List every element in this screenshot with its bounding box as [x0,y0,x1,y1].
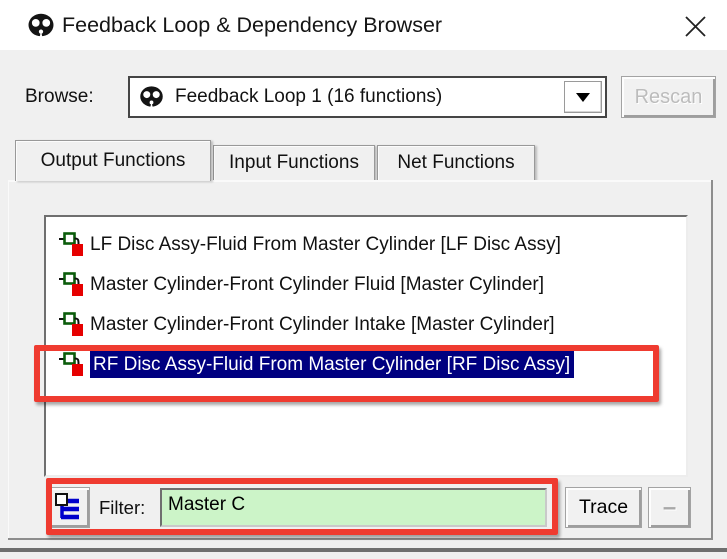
feedback-loop-knot-icon [140,86,163,107]
tab-net-functions[interactable]: Net Functions [377,145,535,181]
browse-label: Browse: [25,86,94,107]
chevron-down-icon [576,93,590,109]
combobox-dropdown-button[interactable] [564,81,602,113]
hierarchy-view-button[interactable] [48,487,90,528]
close-icon [684,15,706,37]
list-item-label: LF Disc Assy-Fluid From Master Cylinder … [90,234,561,255]
list-item-label: Master Cylinder-Front Cylinder Fluid [Ma… [90,274,545,295]
list-item-selected[interactable]: RF Disc Assy-Fluid From Master Cylinder … [46,345,686,385]
tab-output-functions[interactable]: Output Functions [15,140,211,181]
filter-label: Filter: [99,497,146,518]
combobox-selected-value: Feedback Loop 1 (16 functions) [175,86,443,107]
list-item[interactable]: LF Disc Assy-Fluid From Master Cylinder … [46,225,686,265]
title-bar: Feedback Loop & Dependency Browser [0,0,727,50]
function-listbox[interactable]: LF Disc Assy-Fluid From Master Cylinder … [44,215,688,477]
output-function-pin-icon [59,352,83,376]
hierarchy-tree-icon [55,492,79,519]
list-item[interactable]: Master Cylinder-Front Cylinder Fluid [Ma… [46,265,686,305]
tab-input-functions[interactable]: Input Functions [213,145,375,181]
window-bottom-border [0,548,727,552]
list-item[interactable]: Master Cylinder-Front Cylinder Intake [M… [46,305,686,345]
rescan-button[interactable]: Rescan [621,76,716,118]
dash-icon: – [662,493,677,521]
collapse-button[interactable]: – [648,487,691,528]
output-function-pin-icon [59,232,83,256]
feedback-loop-knot-icon [28,13,54,37]
list-item-label: RF Disc Assy-Fluid From Master Cylinder … [90,351,575,378]
list-item-label: Master Cylinder-Front Cylinder Intake [M… [90,314,555,335]
output-function-pin-icon [59,272,83,296]
window-title: Feedback Loop & Dependency Browser [62,13,443,37]
loop-combobox[interactable]: Feedback Loop 1 (16 functions) [128,76,607,118]
output-function-pin-icon [59,312,83,336]
close-button[interactable] [678,9,712,43]
filter-input[interactable] [160,488,547,527]
trace-button[interactable]: Trace [565,487,642,528]
